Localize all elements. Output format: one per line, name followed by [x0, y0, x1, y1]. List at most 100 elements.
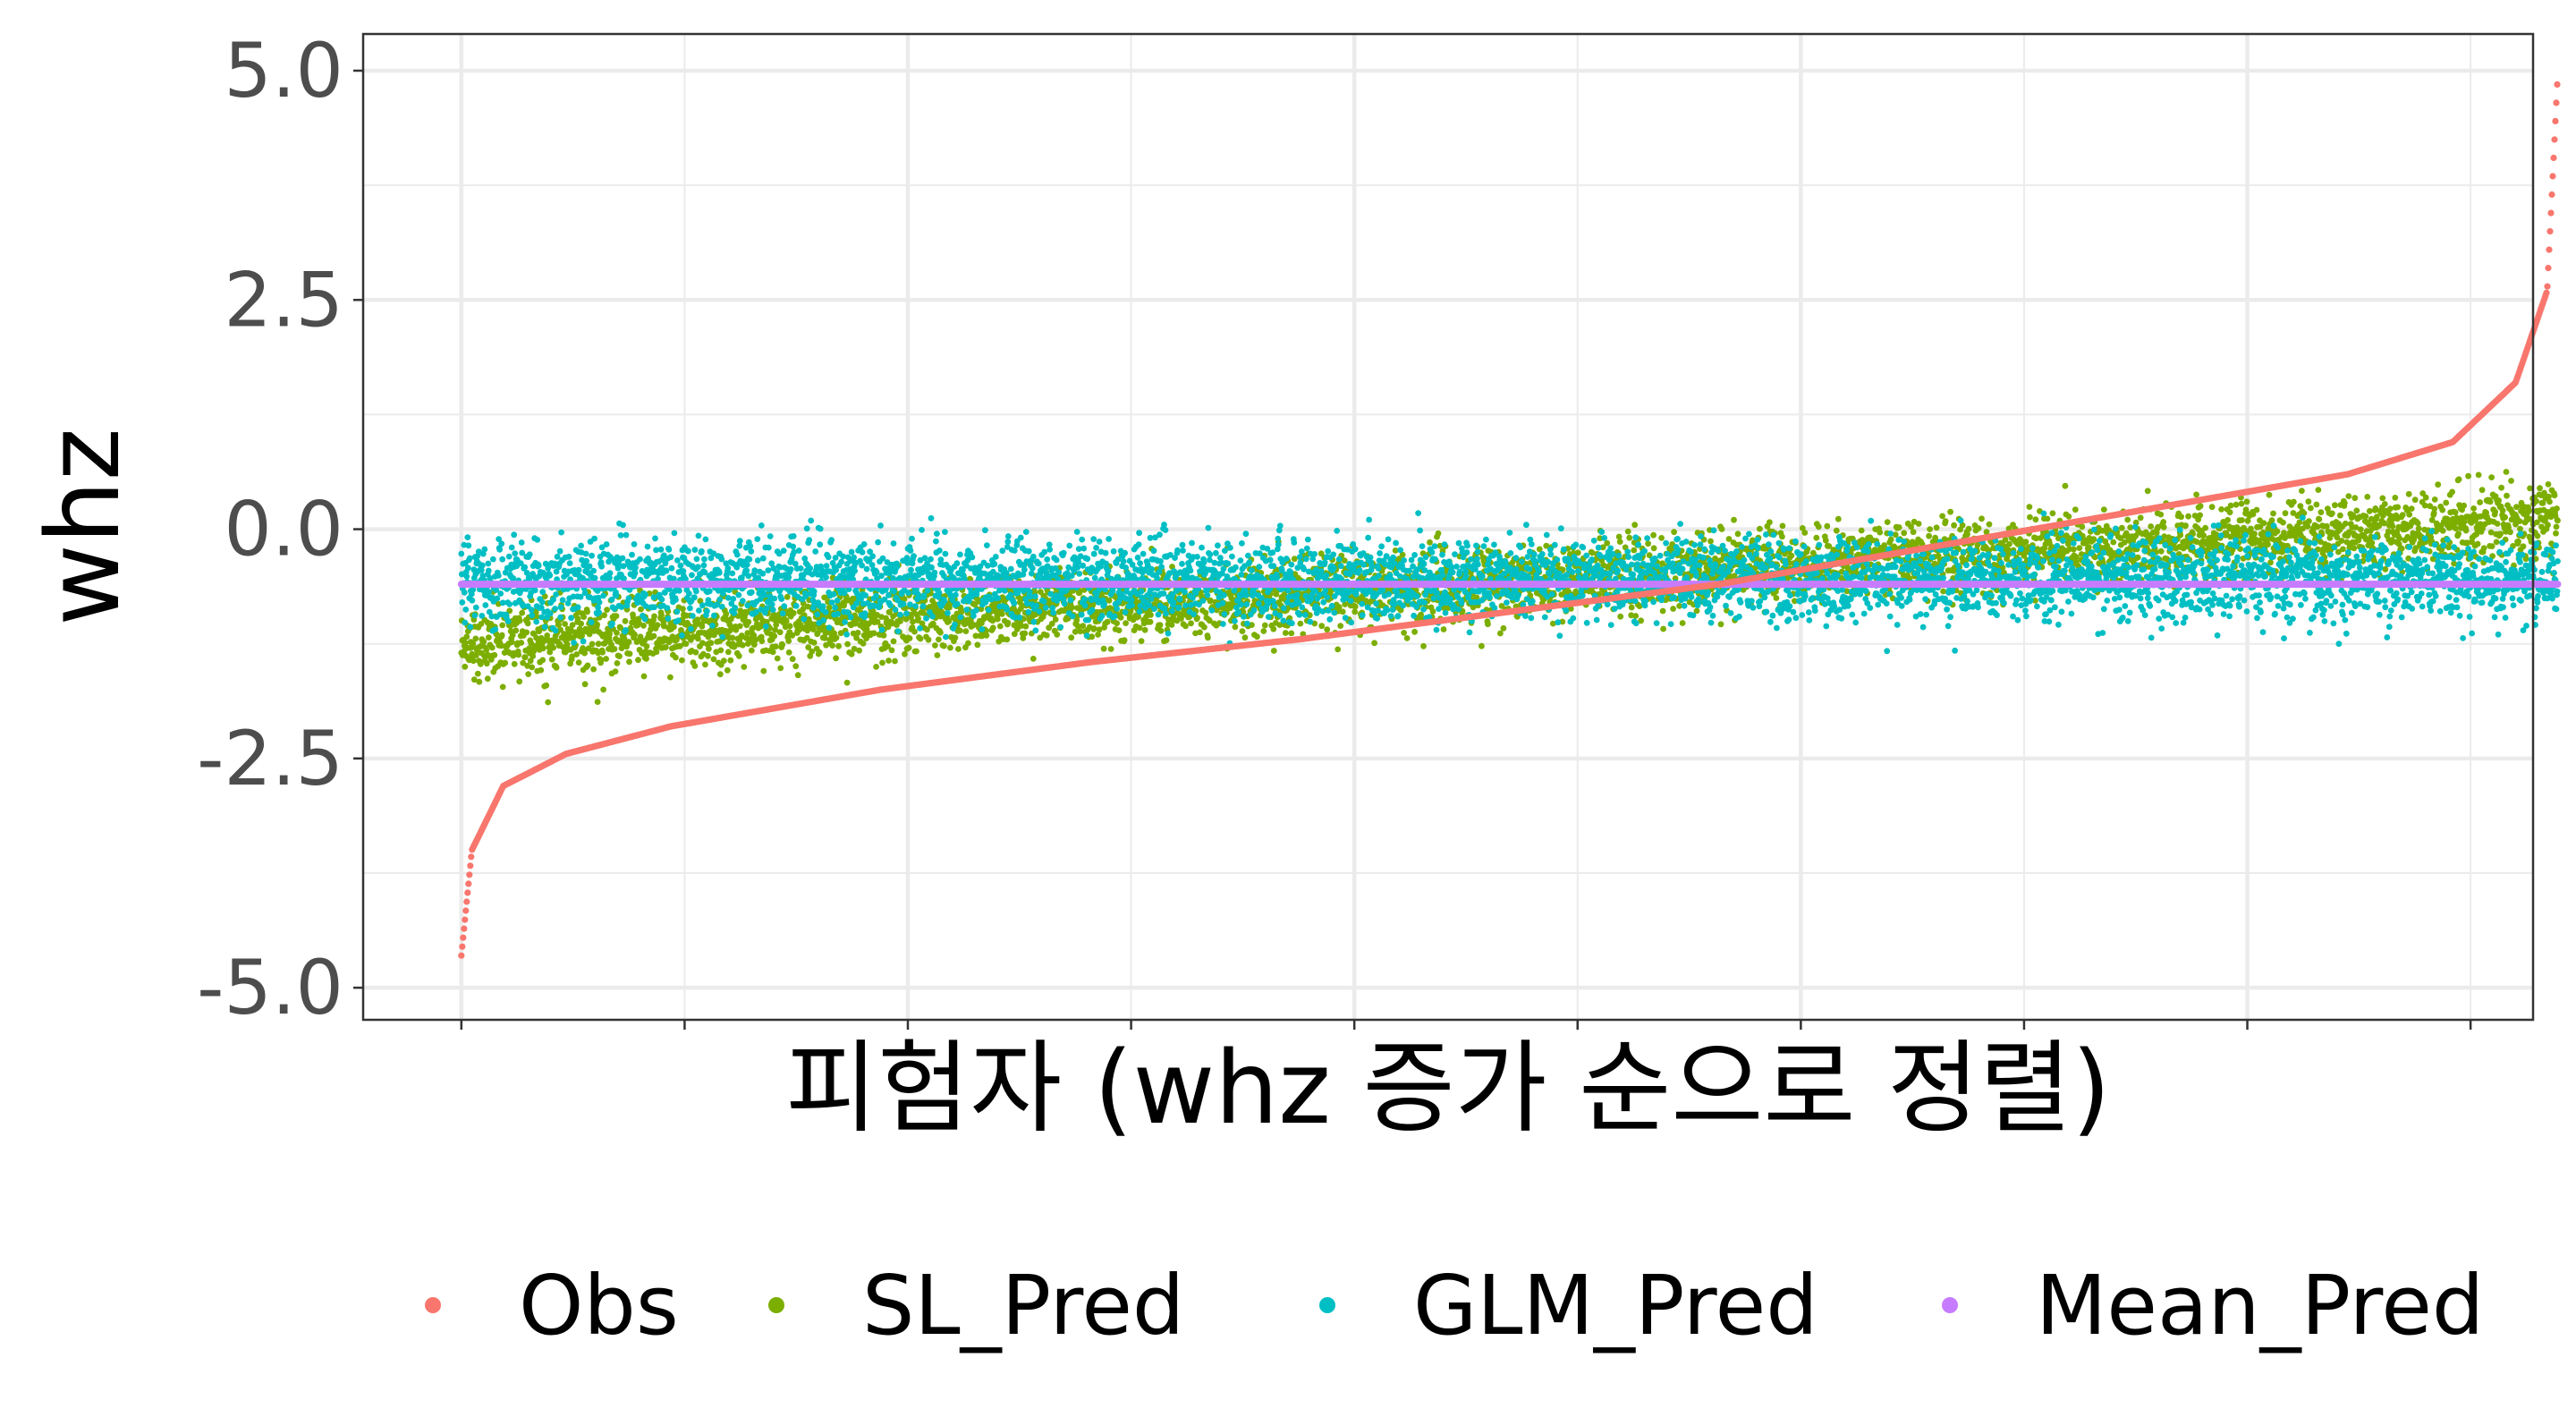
sl-pred-point: [917, 635, 924, 642]
sl-pred-point: [786, 623, 793, 630]
glm-pred-point: [568, 615, 574, 622]
sl-pred-point: [1660, 625, 1666, 632]
sl-pred-point: [2226, 509, 2233, 516]
sl-pred-point: [2265, 541, 2271, 547]
sl-pred-point: [1626, 534, 1633, 541]
sl-pred-point: [741, 664, 748, 670]
sl-pred-point: [833, 655, 839, 662]
sl-pred-point: [1975, 525, 1982, 531]
sl-pred-point: [2545, 522, 2551, 529]
sl-pred-point: [1940, 588, 1947, 595]
sl-pred-point: [1887, 536, 1894, 543]
sl-pred-point: [1147, 618, 1154, 625]
sl-pred-point: [699, 623, 706, 630]
glm-pred-point: [508, 544, 515, 551]
glm-pred-point: [547, 610, 554, 617]
sl-pred-point: [1141, 626, 1148, 633]
sl-pred-point: [603, 656, 609, 662]
sl-pred-point: [994, 615, 1001, 623]
sl-pred-point: [716, 671, 724, 678]
sl-pred-point: [524, 620, 531, 627]
sl-pred-point: [1052, 616, 1059, 623]
sl-pred-point: [1939, 513, 1946, 520]
sl-pred-point: [515, 651, 522, 658]
sl-pred-point: [2049, 510, 2056, 517]
glm-pred-point: [574, 604, 581, 611]
sl-pred-point: [1232, 624, 1239, 631]
sl-pred-point: [2431, 496, 2438, 503]
glm-pred-point: [553, 591, 559, 598]
sl-pred-point: [2353, 507, 2360, 514]
sl-pred-point: [932, 642, 938, 649]
sl-pred-point: [1157, 627, 1165, 634]
sl-pred-point: [1951, 522, 1958, 529]
sl-pred-point: [1947, 508, 1954, 515]
sl-pred-point: [833, 634, 840, 641]
sl-pred-point: [2224, 516, 2232, 523]
sl-pred-point: [829, 642, 835, 649]
sl-pred-point: [739, 641, 746, 649]
sl-pred-point: [539, 645, 547, 652]
sl-pred-point: [626, 658, 632, 666]
sl-pred-point: [2072, 506, 2079, 513]
sl-pred-point: [2124, 516, 2131, 523]
sl-pred-point: [520, 659, 527, 666]
sl-pred-point: [1933, 524, 1940, 531]
sl-pred-point: [974, 641, 981, 649]
sl-pred-point: [2366, 507, 2373, 514]
sl-pred-point: [2044, 515, 2051, 522]
sl-pred-point: [2475, 471, 2482, 479]
glm-pred-point: [535, 562, 542, 569]
sl-pred-point: [569, 622, 576, 628]
sl-pred-point: [2100, 506, 2107, 513]
sl-pred-point: [470, 658, 477, 665]
sl-pred-point: [523, 629, 530, 636]
glm-pred-point: [533, 618, 540, 625]
sl-pred-point: [578, 620, 584, 627]
sl-pred-point: [2422, 494, 2429, 501]
sl-pred-point: [1004, 636, 1011, 643]
sl-pred-point: [2479, 487, 2486, 494]
sl-pred-point: [760, 667, 767, 675]
sl-pred-point: [2022, 539, 2029, 546]
sl-pred-point: [1650, 531, 1657, 539]
sl-pred-point: [1352, 603, 1359, 610]
sl-pred-point: [594, 699, 601, 705]
sl-pred-point: [608, 641, 614, 648]
sl-pred-point: [612, 668, 619, 675]
sl-pred-point: [2208, 504, 2216, 511]
sl-pred-point: [1500, 624, 1507, 632]
sl-pred-point: [911, 628, 918, 635]
sl-pred-point: [2027, 513, 2033, 521]
sl-pred-point: [2516, 518, 2523, 524]
sl-pred-point: [485, 634, 492, 641]
sl-pred-point: [1104, 618, 1111, 625]
glm-pred-point: [511, 531, 518, 539]
sl-pred-point: [2405, 490, 2412, 497]
sl-pred-point: [1671, 529, 1677, 536]
sl-pred-point: [516, 617, 523, 624]
sl-pred-point: [1858, 527, 1865, 534]
sl-pred-point: [1813, 534, 1820, 541]
sl-pred-point: [1201, 624, 1208, 631]
sl-pred-point: [2218, 506, 2225, 513]
sl-pred-point: [1260, 628, 1267, 634]
sl-pred-point: [1757, 525, 1763, 532]
glm-pred-point: [539, 589, 547, 596]
sl-pred-point: [962, 628, 970, 634]
glm-pred-point: [557, 614, 564, 621]
sl-pred-point: [2488, 474, 2496, 480]
sl-pred-point: [952, 634, 959, 641]
sl-pred-point: [1964, 531, 1970, 538]
sl-pred-point: [2452, 509, 2459, 516]
glm-pred-point: [538, 614, 546, 621]
sl-pred-point: [2555, 517, 2561, 524]
sl-pred-point: [480, 638, 487, 645]
sl-pred-point: [936, 636, 942, 643]
sl-pred-point: [2494, 521, 2501, 527]
sl-pred-point: [1106, 597, 1113, 604]
sl-pred-point: [584, 662, 591, 669]
sl-pred-point: [1767, 519, 1773, 526]
sl-pred-point: [543, 682, 550, 689]
sl-pred-point: [488, 644, 496, 651]
